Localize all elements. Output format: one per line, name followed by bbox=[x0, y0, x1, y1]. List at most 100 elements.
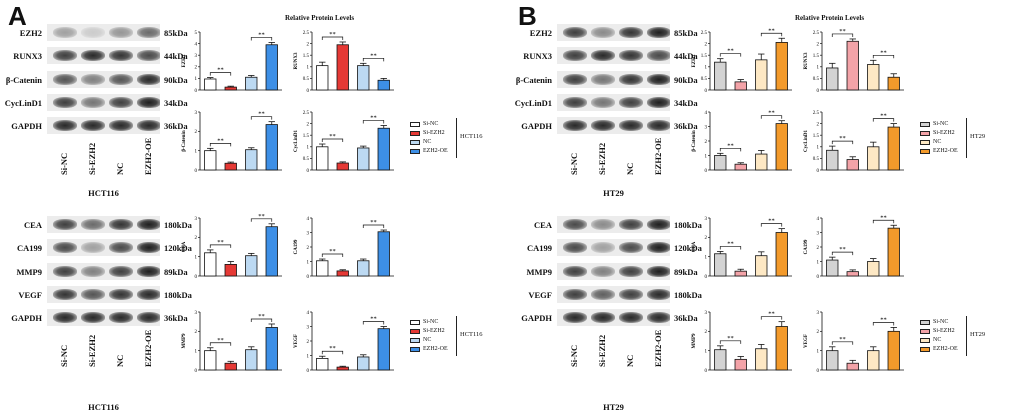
significance-label: ** bbox=[768, 27, 775, 34]
legend-item: Si-NC bbox=[410, 318, 448, 327]
blot-band bbox=[591, 73, 615, 85]
legend-label: Si-NC bbox=[933, 319, 949, 325]
significance-bracket bbox=[719, 147, 742, 152]
bar-si-ezh2 bbox=[846, 271, 859, 277]
y-axis-label: MMP9 bbox=[692, 333, 697, 348]
bar-si-ezh2 bbox=[734, 270, 747, 277]
blot-band bbox=[109, 242, 133, 254]
significance-bracket bbox=[760, 115, 783, 119]
legend-item: Si-NC bbox=[410, 120, 448, 129]
protein-label: MMP9 bbox=[526, 266, 553, 277]
molecular-weight-label: 180kDa bbox=[674, 289, 702, 300]
protein-label: CycLinD1 bbox=[514, 97, 552, 108]
significance-bracket bbox=[719, 53, 742, 57]
blot-gapdh bbox=[557, 117, 670, 135]
bar-nc bbox=[357, 356, 370, 371]
lane-label: NC bbox=[625, 162, 635, 175]
bar-nc bbox=[867, 261, 880, 277]
bar-nc bbox=[245, 349, 258, 371]
y-axis-label: RUNX3 bbox=[804, 52, 809, 69]
blot-band bbox=[109, 219, 133, 230]
blot-band bbox=[563, 219, 587, 230]
lane-label: Si-NC bbox=[59, 152, 69, 175]
blot-band bbox=[563, 120, 587, 132]
bar-si-nc bbox=[204, 78, 217, 91]
blot-band bbox=[81, 312, 105, 324]
lane-label: EZH2-OE bbox=[653, 137, 663, 175]
bar-si-nc bbox=[714, 61, 727, 91]
blot-band bbox=[619, 120, 643, 132]
molecular-weight-label: 90kDa bbox=[164, 74, 188, 85]
molecular-weight-label: 36kDa bbox=[674, 121, 698, 132]
bar-si-nc bbox=[714, 253, 727, 277]
significance-label: ** bbox=[258, 313, 265, 320]
lane-label: NC bbox=[115, 162, 125, 175]
blot-band bbox=[619, 73, 643, 85]
y-axis-label: CA199 bbox=[294, 239, 299, 254]
panel-letter: B bbox=[518, 1, 537, 31]
bar-ezh2-oe bbox=[377, 328, 390, 371]
legend-swatch bbox=[920, 347, 930, 352]
bar-chart--catenin-A: 0 1 2 3 β-Catenin ** ** bbox=[182, 111, 282, 174]
blot-band bbox=[591, 27, 615, 38]
y-tick-label: 2.5 bbox=[303, 31, 310, 36]
bar-ezh2-oe bbox=[265, 226, 278, 277]
blot-band bbox=[137, 312, 160, 324]
blot-band bbox=[591, 288, 615, 300]
legend-swatch bbox=[410, 338, 420, 343]
y-axis-label: β-Catenin bbox=[182, 130, 187, 151]
bar-si-nc bbox=[826, 350, 839, 371]
significance-bracket bbox=[831, 33, 854, 37]
bar-si-nc bbox=[826, 149, 839, 171]
y-tick-label: 2 bbox=[817, 42, 820, 47]
bar-si-nc bbox=[204, 252, 217, 277]
significance-bracket bbox=[321, 36, 344, 40]
significance-label: ** bbox=[217, 239, 224, 246]
bar-ezh2-oe bbox=[887, 126, 900, 171]
blot-band bbox=[109, 27, 133, 38]
lane-label: Si-NC bbox=[569, 152, 579, 175]
blot-band bbox=[619, 27, 643, 38]
y-tick-label: 0 bbox=[817, 169, 820, 174]
y-tick-label: 2.5 bbox=[813, 111, 820, 116]
blot-band bbox=[109, 50, 133, 62]
legend-item: Si-EZH2 bbox=[410, 327, 448, 336]
blot-gapdh bbox=[47, 309, 160, 327]
bar-si-nc bbox=[316, 146, 329, 171]
y-tick-label: 1 bbox=[705, 255, 708, 260]
lane-label: Si-EZH2 bbox=[87, 334, 97, 367]
blot-band bbox=[109, 265, 133, 277]
blot-band bbox=[53, 27, 77, 38]
blot-band bbox=[137, 120, 160, 132]
blot-band bbox=[53, 242, 77, 254]
legend-bracket bbox=[966, 118, 967, 158]
y-tick-label: 0.5 bbox=[303, 157, 310, 162]
lane-label: EZH2-OE bbox=[143, 329, 153, 367]
protein-label: GAPDH bbox=[11, 313, 42, 324]
lane-label: Si-EZH2 bbox=[597, 142, 607, 175]
y-tick-label: 4 bbox=[817, 217, 820, 222]
bar-si-nc bbox=[316, 358, 329, 371]
molecular-weight-label: 120kDa bbox=[674, 243, 702, 254]
protein-label: CEA bbox=[534, 220, 552, 230]
bar-si-ezh2 bbox=[846, 159, 859, 171]
y-tick-label: 3 bbox=[705, 311, 708, 316]
significance-label: ** bbox=[258, 213, 265, 220]
bar-si-ezh2 bbox=[734, 81, 747, 91]
significance-bracket bbox=[719, 246, 742, 250]
significance-bracket bbox=[321, 350, 344, 355]
bar-si-ezh2 bbox=[224, 264, 237, 277]
blot-band bbox=[53, 120, 77, 132]
bar-nc bbox=[867, 146, 880, 171]
y-tick-label: 1 bbox=[817, 66, 820, 71]
y-tick-label: 4 bbox=[705, 111, 708, 116]
y-axis-label: VEGF bbox=[294, 334, 299, 348]
significance-label: ** bbox=[217, 337, 224, 344]
legend-cell-line: HT29 bbox=[970, 133, 986, 140]
blot-band bbox=[109, 96, 133, 108]
y-tick-label: 1 bbox=[705, 66, 708, 71]
y-tick-label: 0.5 bbox=[813, 157, 820, 162]
molecular-weight-label: 180kDa bbox=[164, 220, 192, 230]
bar-si-ezh2 bbox=[336, 162, 349, 171]
blot-band bbox=[53, 265, 77, 277]
